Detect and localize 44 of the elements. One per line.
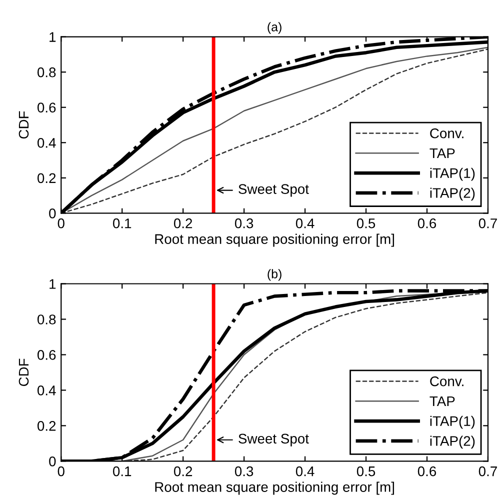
- legend-label: TAP: [430, 148, 455, 158]
- y-tick-label: 0.8: [38, 314, 56, 324]
- y-tick-label: 0: [49, 208, 56, 218]
- y-tick-label: 0.4: [38, 138, 56, 148]
- x-tick-label: 0.5: [356, 466, 376, 476]
- x-tick-label: 0.3: [234, 466, 254, 476]
- legend-label: iTAP(1): [430, 168, 475, 181]
- y-tick-label: 0: [49, 456, 56, 466]
- legend-label: iTAP(2): [430, 436, 475, 449]
- legend-label: iTAP(1): [430, 416, 475, 429]
- y-tick-label: 0.2: [38, 173, 56, 184]
- y-tick-label: 0.4: [38, 386, 56, 396]
- annotation: Sweet Spot: [238, 434, 309, 446]
- y-tick-label: 0.6: [38, 350, 56, 360]
- x-tick-label: 0.4: [296, 466, 314, 476]
- x-tick-label: 0: [58, 466, 64, 476]
- x-tick-label: 0.1: [112, 466, 132, 476]
- x-tick-label: 0.5: [356, 218, 376, 228]
- legend-label: TAP: [430, 396, 455, 406]
- y-axis-title: CDF: [18, 111, 29, 139]
- x-axis-title: Root mean square positioning error [m]: [155, 234, 394, 247]
- y-tick-label: 1: [50, 279, 56, 289]
- x-tick-label: 0.4: [296, 218, 314, 228]
- legend-label: Conv.: [430, 128, 464, 138]
- x-tick-label: 0.2: [174, 218, 192, 228]
- x-tick-label: 0.7: [478, 466, 497, 476]
- y-tick-label: 0.2: [38, 421, 56, 431]
- annotation: Sweet Spot: [238, 184, 309, 197]
- x-tick-label: 0.3: [234, 218, 254, 228]
- x-axis-title: Root mean square positioning error [m]: [155, 482, 394, 495]
- legend-label: iTAP(2): [430, 188, 475, 201]
- y-tick-label: 1: [50, 32, 56, 42]
- x-tick-label: 0.7: [478, 218, 497, 228]
- x-tick-label: 0: [58, 218, 64, 228]
- x-tick-label: 0.1: [112, 218, 132, 228]
- chart-title: (b): [268, 269, 282, 281]
- x-tick-label: 0.6: [418, 218, 436, 228]
- y-tick-label: 0.6: [38, 102, 56, 113]
- y-axis-title: CDF: [18, 358, 29, 386]
- x-tick-label: 0.6: [418, 466, 436, 476]
- x-tick-label: 0.2: [174, 466, 192, 476]
- legend-label: Conv.: [430, 376, 464, 386]
- chart-title: (a): [268, 22, 282, 34]
- y-tick-label: 0.8: [38, 67, 56, 78]
